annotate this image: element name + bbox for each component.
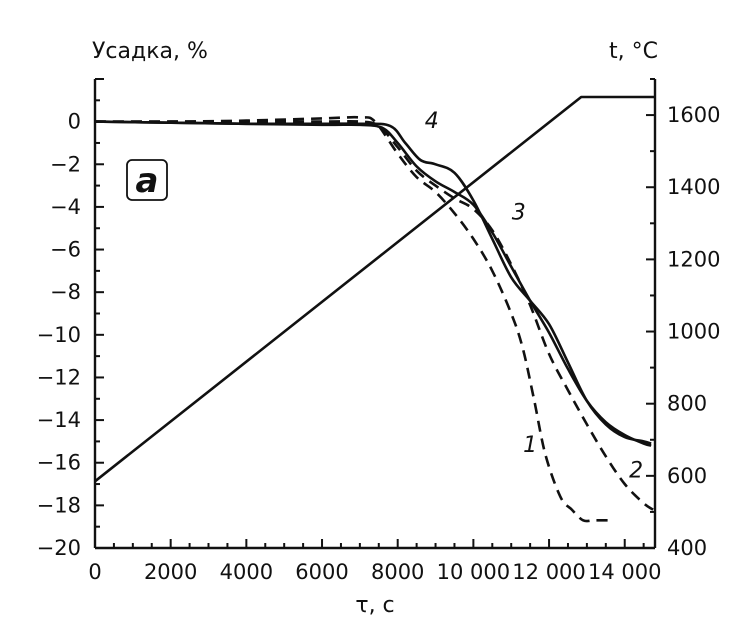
shrinkage-curve-2 xyxy=(95,119,654,511)
y-left-tick-label: −20 xyxy=(37,536,81,560)
x-axis-title: τ, с xyxy=(355,593,394,618)
temperature-line xyxy=(94,95,655,483)
shrinkage-curve-3 xyxy=(94,120,652,447)
x-tick-label: 6000 xyxy=(295,560,348,584)
y-left-tick-label: −12 xyxy=(37,365,81,389)
y-left-tick-label: −8 xyxy=(50,280,81,304)
y-right-tick-label: 600 xyxy=(667,464,707,488)
panel-label: a xyxy=(136,161,159,201)
left-axis-title: Усадка, % xyxy=(92,39,208,64)
x-tick-label: 12 000 xyxy=(512,560,585,584)
right-axis-title: t, °C xyxy=(609,39,658,64)
y-right-tick-label: 1600 xyxy=(667,103,720,127)
shrinkage-curve-4 xyxy=(94,120,652,445)
x-tick-label: 8000 xyxy=(371,560,424,584)
y-left-tick-label: −14 xyxy=(37,408,81,432)
x-tick-label: 4000 xyxy=(220,560,273,584)
y-right-tick-label: 800 xyxy=(667,392,707,416)
y-left-tick-label: −4 xyxy=(50,195,81,219)
y-right-tick-label: 400 xyxy=(667,536,707,560)
y-left-tick-label: −16 xyxy=(37,451,81,475)
y-right-tick-label: 1400 xyxy=(667,175,720,199)
x-tick-label: 0 xyxy=(88,560,101,584)
curve-label-2: 2 xyxy=(629,459,643,484)
x-tick-label: 10 000 xyxy=(437,560,510,584)
curve-label-4: 4 xyxy=(425,109,439,134)
curve-label-1: 1 xyxy=(523,433,537,458)
y-right-tick-label: 1200 xyxy=(667,247,720,271)
y-left-tick-label: −6 xyxy=(50,238,81,262)
y-right-tick-label: 1000 xyxy=(667,320,720,344)
x-tick-label: 2000 xyxy=(144,560,197,584)
y-left-tick-label: −10 xyxy=(37,323,81,347)
x-tick-label: 14 000 xyxy=(588,560,661,584)
y-left-tick-label: −18 xyxy=(37,493,81,517)
panel-label-box: a xyxy=(126,159,168,201)
y-left-tick-label: 0 xyxy=(68,110,81,134)
shrinkage-curve-1 xyxy=(94,115,610,523)
y-left-tick-label: −2 xyxy=(50,152,81,176)
curve-label-3: 3 xyxy=(512,201,526,226)
